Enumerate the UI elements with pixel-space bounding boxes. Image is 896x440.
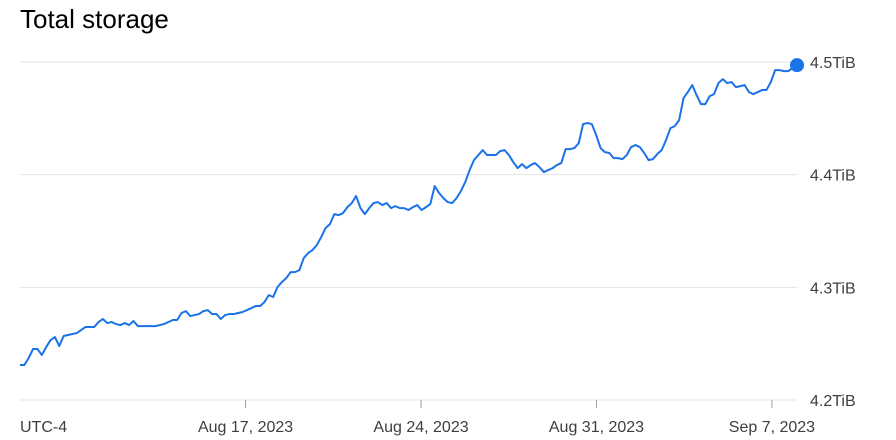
y-tick-label: 4.2TiB	[810, 393, 856, 410]
x-tick-label: Aug 24, 2023	[373, 419, 468, 436]
y-tick-label: 4.4TiB	[810, 168, 856, 185]
y-tick-label: 4.3TiB	[810, 280, 856, 297]
x-tick-label: Aug 31, 2023	[549, 419, 644, 436]
series-line	[20, 64, 798, 366]
last-point	[790, 58, 804, 73]
x-tick-label: Sep 7, 2023	[729, 419, 815, 436]
chart-title: Total storage	[20, 4, 169, 34]
timezone-label: UTC-4	[20, 419, 67, 436]
y-tick-label: 4.5TiB	[810, 55, 856, 72]
x-tick-label: Aug 17, 2023	[198, 419, 293, 436]
